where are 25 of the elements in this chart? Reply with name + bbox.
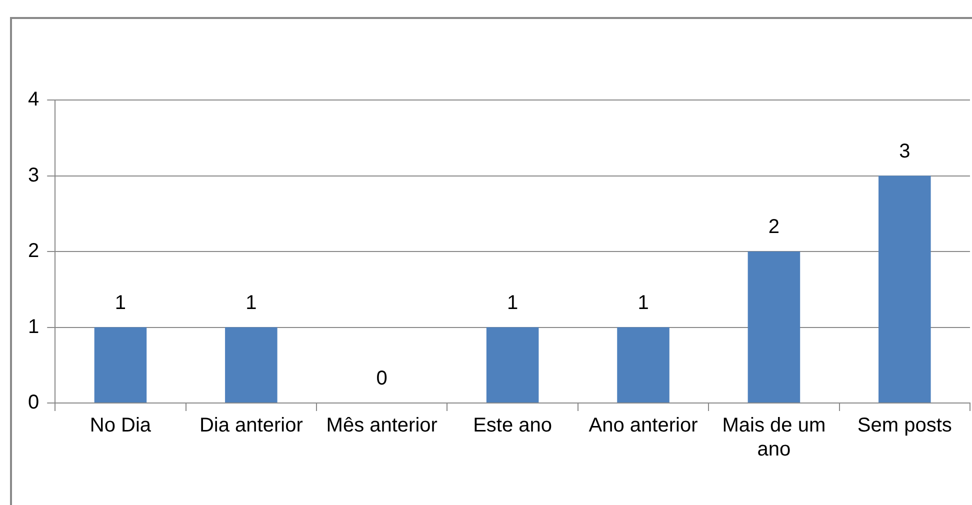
x-tick-label: Mais de um ano (722, 414, 826, 461)
data-label: 2 (768, 216, 780, 238)
y-tick-label: 3 (28, 164, 40, 186)
x-tick-label: No Dia (90, 414, 152, 437)
x-tick-label: Ano anterior (588, 414, 698, 437)
bar (617, 327, 670, 402)
bar (748, 252, 800, 402)
x-tick-label: Este ano (473, 414, 552, 437)
y-tick-label: 0 (28, 392, 40, 414)
y-tick-label: 1 (28, 316, 40, 338)
data-label: 0 (376, 368, 388, 390)
y-tick-label: 4 (28, 88, 40, 111)
data-label: 1 (246, 292, 257, 314)
x-tick-label: Mês anterior (326, 414, 438, 437)
bar (94, 327, 147, 402)
y-tick-label: 2 (28, 240, 40, 262)
bar (225, 327, 278, 402)
data-label: 1 (114, 292, 126, 314)
data-label: 1 (638, 292, 649, 314)
data-label: 1 (507, 292, 518, 314)
x-tick-label: Dia anterior (199, 414, 304, 437)
data-label: 3 (899, 140, 910, 162)
bar (878, 176, 931, 402)
bar (486, 327, 539, 402)
x-tick-label: Sem posts (857, 414, 952, 437)
